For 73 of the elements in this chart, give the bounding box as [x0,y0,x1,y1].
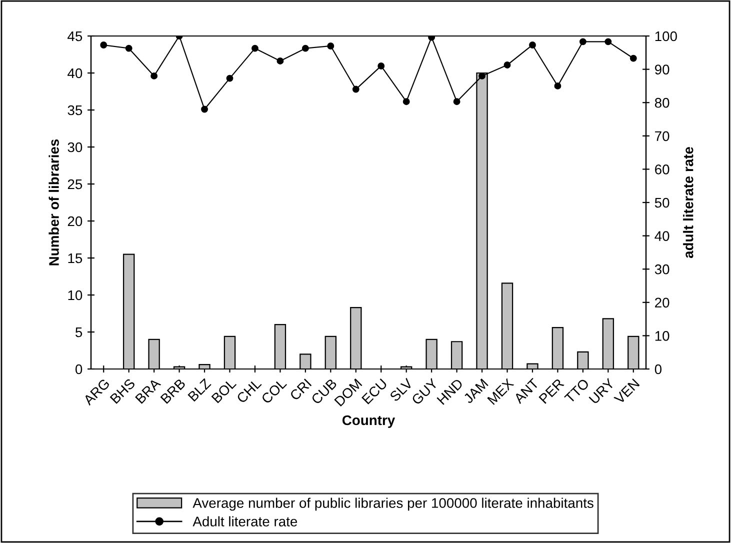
bar [450,341,463,369]
y2-tick-label: 70 [655,131,670,142]
y2-tick-label: 30 [654,264,670,274]
bar [501,282,514,369]
y-tick-label: 40 [68,68,82,78]
y2-axis-title: adult literate rate [683,147,694,258]
bar [400,366,412,369]
x-tick-label: CUB [310,378,338,405]
point [226,74,234,82]
y-tick-label: 35 [68,105,82,116]
point [302,44,309,52]
bar [628,336,640,369]
bar [198,364,210,369]
point [630,54,637,62]
y-tick-label: 0 [75,364,82,374]
point [579,38,586,46]
y-tick-label: 15 [68,253,82,264]
bar [148,338,160,369]
bar [426,338,438,369]
x-tick-label: VEN [614,378,640,405]
y2-tick-label: 20 [655,298,670,308]
x-tick-label: TTO [564,378,590,404]
legend-label: Adult literate rate [192,516,298,526]
y2-tick-label: 60 [655,164,670,174]
y-tick-label: 30 [68,142,82,152]
x-tick-label: BLZ [188,378,212,402]
bar [526,363,538,369]
y2-tick-label: 10 [655,331,670,341]
x-tick-label: COL [260,378,288,404]
bar [274,324,286,369]
bar [122,254,135,369]
y-tick-label: 45 [68,31,82,42]
bar [350,307,362,369]
point [554,82,562,90]
bar [602,318,614,369]
point [125,44,132,52]
x-tick-label: SLV [389,378,414,402]
x-tick-label: BRA [135,378,162,404]
bar [324,336,337,369]
point [453,98,460,106]
bar [300,354,312,369]
x-tick-label: BOL [211,378,237,404]
y-tick-label: 10 [68,290,82,300]
point [201,106,208,113]
y2-tick-label: 40 [654,231,670,241]
y2-tick-label: 90 [654,64,670,74]
y-tick-label: 5 [76,327,82,338]
y2-tick-label: 100 [655,31,677,42]
y2-tick-label: 0 [654,364,662,374]
x-tick-label: CRI [289,378,312,401]
point [402,98,410,106]
bar [552,327,564,369]
y2-tick-label: 50 [654,198,670,208]
point [252,44,258,52]
y-tick-label: 20 [68,216,82,226]
point [504,62,511,68]
y-tick-label: 25 [68,179,82,190]
x-tick-label: CHL [236,378,262,404]
point [529,42,536,48]
legend-label: Average number of public libraries per 100000 literate inhabitants [192,498,594,511]
bar [173,366,186,369]
y-axis-title: Number of libraries [48,139,59,266]
point [150,72,158,80]
point [604,38,612,46]
point [327,42,334,50]
point [276,58,284,64]
x-axis-title: Country [342,415,396,428]
point [100,42,108,48]
bar [224,336,236,369]
bar [577,351,589,369]
y2-tick-label: 80 [654,98,670,108]
point [378,62,385,70]
point [352,86,360,93]
